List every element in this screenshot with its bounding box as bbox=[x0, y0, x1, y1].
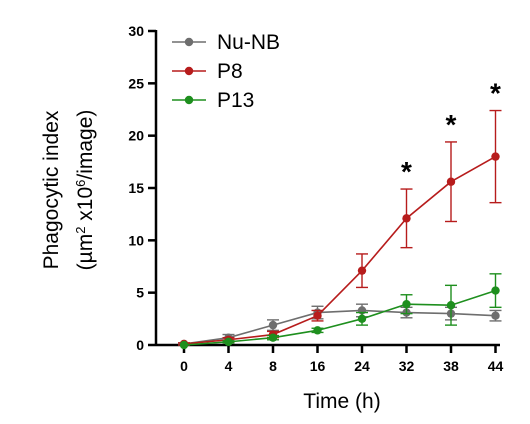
y-units-sup2: 6 bbox=[73, 180, 88, 187]
y-units-prefix: (µm bbox=[74, 234, 97, 271]
significance-star: * bbox=[446, 109, 457, 140]
plot-area bbox=[178, 109, 502, 350]
x-tick-label: 4 bbox=[225, 358, 233, 374]
data-point bbox=[446, 301, 456, 310]
y-axis-title-units: (µm2 x106/image) bbox=[73, 110, 98, 271]
x-tick-label: 8 bbox=[269, 358, 277, 374]
x-tick-label: 16 bbox=[310, 358, 326, 374]
y-tick-label: 10 bbox=[128, 232, 144, 248]
data-point bbox=[357, 314, 367, 324]
data-point bbox=[224, 337, 233, 347]
y-units-suffix: /image) bbox=[74, 110, 97, 180]
data-point bbox=[268, 333, 278, 342]
y-tick-label: 5 bbox=[136, 285, 144, 301]
series-line bbox=[183, 155, 496, 345]
series-line bbox=[183, 289, 496, 346]
data-point bbox=[402, 214, 411, 223]
y-units-mid: x10 bbox=[74, 187, 97, 227]
x-tick-label: 32 bbox=[399, 358, 415, 374]
significance-star: * bbox=[401, 156, 412, 187]
y-tick-label: 0 bbox=[136, 337, 144, 353]
y-tick-label: 20 bbox=[128, 128, 144, 144]
y-tick-label: 15 bbox=[128, 180, 144, 196]
data-point bbox=[357, 266, 367, 275]
y-axis-title: Phagocytic index bbox=[40, 110, 63, 269]
legend-label: P8 bbox=[217, 60, 243, 83]
y-axis: 0 5 10 15 20 25 30 bbox=[128, 23, 158, 353]
legend-item: Nu-NB bbox=[172, 31, 280, 54]
data-point bbox=[179, 340, 189, 350]
series-p13 bbox=[179, 273, 502, 350]
y-tick-label: 30 bbox=[128, 23, 144, 39]
x-axis-title: Time (h) bbox=[303, 390, 380, 413]
y-units-sup1: 2 bbox=[73, 227, 88, 234]
y-tick-label: 25 bbox=[128, 75, 144, 91]
legend-label: P13 bbox=[217, 89, 254, 112]
series-line bbox=[183, 309, 496, 345]
data-point bbox=[446, 177, 456, 186]
x-tick-label: 44 bbox=[488, 358, 504, 374]
x-tick-label: 38 bbox=[443, 358, 459, 374]
legend-item: P13 bbox=[172, 89, 254, 112]
legend-marker bbox=[184, 66, 194, 76]
x-axis: 0 4 8 16 24 32 38 44 bbox=[156, 343, 504, 374]
legend-item: P8 bbox=[172, 60, 243, 83]
data-point bbox=[491, 286, 500, 295]
data-point bbox=[268, 320, 278, 330]
data-point bbox=[402, 299, 411, 309]
legend-marker bbox=[184, 37, 194, 47]
significance-star: * bbox=[490, 78, 501, 109]
data-point bbox=[491, 311, 500, 320]
x-tick-label: 24 bbox=[354, 358, 370, 374]
data-point bbox=[313, 326, 322, 335]
significance-annotations: * * * bbox=[401, 78, 501, 188]
legend-marker bbox=[184, 95, 194, 105]
legend: Nu-NB P8 P13 bbox=[172, 31, 280, 112]
data-point bbox=[313, 311, 322, 320]
x-tick-label: 0 bbox=[180, 358, 188, 374]
data-point bbox=[491, 152, 500, 161]
legend-label: Nu-NB bbox=[217, 31, 280, 54]
